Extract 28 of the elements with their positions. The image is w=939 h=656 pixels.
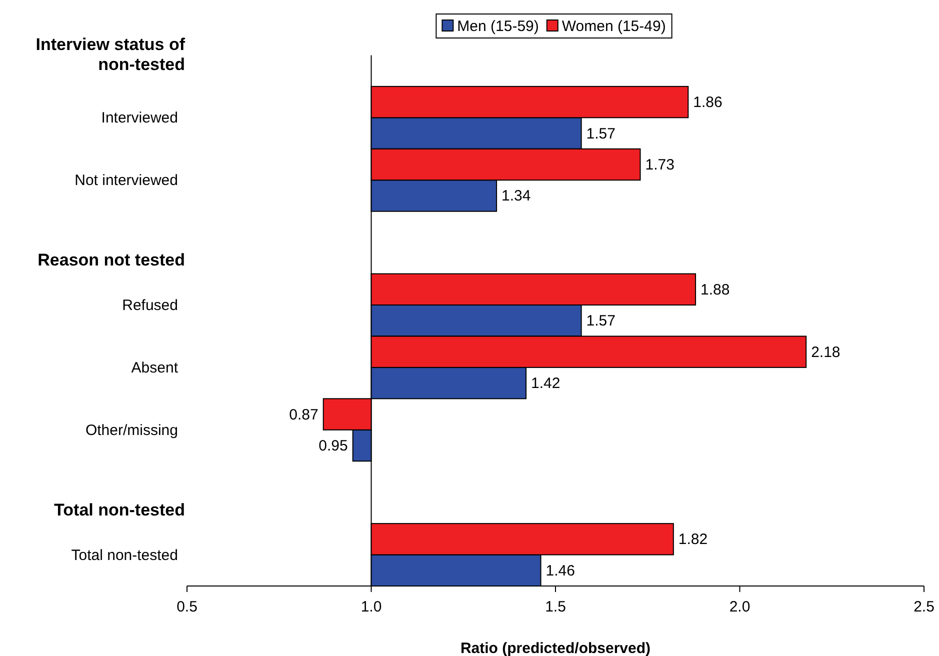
- y-tick-label: Total non-tested: [71, 546, 178, 564]
- data-label: 1.86: [693, 94, 722, 112]
- x-tick-label: 2.0: [729, 598, 750, 616]
- data-label: 1.57: [586, 312, 616, 330]
- x-tick-label: 0.5: [176, 598, 198, 616]
- y-tick-label: Not interviewed: [74, 172, 178, 190]
- data-label: 0.95: [318, 438, 348, 454]
- y-tick-label: Refused: [122, 297, 178, 314]
- x-tick-label: 1.5: [545, 598, 566, 616]
- text: Interview status of non-tested: [36, 35, 186, 74]
- data-label: 1.34: [502, 188, 531, 205]
- y-tick-label: Absent: [131, 359, 179, 376]
- data-label: 1.88: [700, 281, 730, 298]
- y-tick-label: Other/missing: [85, 422, 178, 439]
- y-tick-label: Interviewed: [101, 110, 178, 127]
- data-label: 1.42: [531, 375, 560, 392]
- x-tick-label: 1.0: [360, 598, 382, 616]
- text: Reason not tested: [38, 250, 185, 270]
- x-axis-title: Ratio (predicted/observed): [460, 640, 651, 656]
- data-label: 1.57: [586, 125, 616, 142]
- legend-label: Men (15-59): [457, 18, 539, 35]
- data-label: 1.46: [546, 562, 575, 580]
- data-label: 1.73: [645, 156, 674, 174]
- legend-label: Women (15-49): [562, 18, 666, 35]
- data-label: 1.82: [678, 531, 708, 548]
- data-label: 2.18: [811, 344, 840, 361]
- x-tick-label: 2.5: [914, 598, 934, 616]
- data-label: 0.87: [289, 406, 318, 424]
